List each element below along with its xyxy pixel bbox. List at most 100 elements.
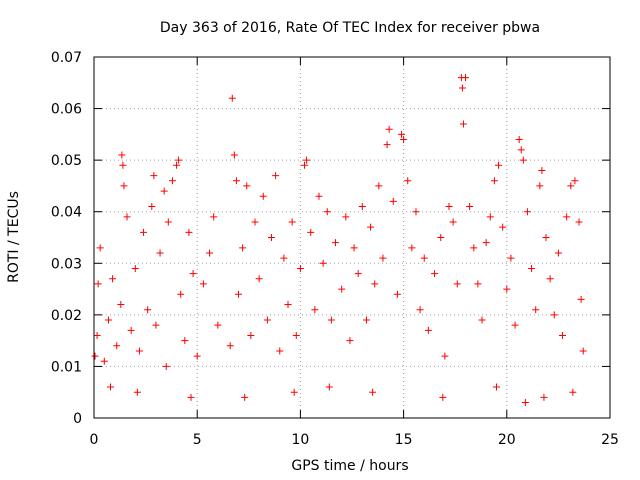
data-point: [280, 254, 288, 262]
y-tick-labels: 0 0.01 0.02 0.03 0.04 0.05 0.06 0.07: [51, 50, 82, 427]
y-tick-label: 0: [73, 411, 82, 427]
data-points: [91, 74, 587, 407]
data-point: [247, 331, 255, 339]
data-point: [398, 130, 406, 138]
data-point: [307, 228, 315, 236]
data-point: [554, 249, 562, 257]
y-tick-label: 0.04: [51, 205, 82, 221]
data-point: [276, 347, 284, 355]
y-tick-label: 0.05: [51, 153, 82, 169]
data-point: [177, 290, 185, 298]
data-point: [91, 352, 99, 360]
data-point: [187, 393, 195, 401]
data-point: [251, 218, 259, 226]
data-point: [515, 136, 523, 144]
data-point: [577, 295, 585, 303]
data-point: [127, 326, 135, 334]
data-point: [226, 342, 234, 350]
data-point: [354, 270, 362, 278]
x-tick-label: 0: [90, 432, 99, 448]
data-point: [288, 218, 296, 226]
data-point: [459, 120, 467, 128]
data-point: [338, 285, 346, 293]
data-point: [311, 306, 319, 314]
data-point: [492, 383, 500, 391]
data-point: [135, 347, 143, 355]
data-point: [439, 393, 447, 401]
data-point: [420, 254, 428, 262]
data-point: [453, 280, 461, 288]
data-point: [389, 197, 397, 205]
data-point: [462, 74, 470, 82]
data-point: [109, 275, 117, 283]
data-point: [241, 393, 249, 401]
data-point: [331, 239, 339, 247]
data-point: [519, 156, 527, 164]
data-point: [148, 203, 156, 211]
data-point: [152, 321, 160, 329]
data-point: [538, 166, 546, 174]
data-point: [120, 182, 128, 190]
data-point: [474, 280, 482, 288]
data-point: [243, 182, 251, 190]
data-point: [567, 182, 575, 190]
data-point: [569, 388, 577, 396]
data-point: [173, 161, 181, 169]
data-point: [107, 383, 115, 391]
data-point: [94, 280, 102, 288]
data-point: [517, 146, 525, 154]
data-point: [424, 326, 432, 334]
data-point: [263, 316, 271, 324]
data-point: [268, 234, 276, 241]
data-point: [445, 203, 453, 211]
data-point: [230, 151, 238, 159]
x-tick-label: 20: [498, 432, 516, 448]
data-point: [189, 270, 197, 278]
data-point: [486, 213, 494, 221]
data-point: [325, 383, 333, 391]
data-point: [379, 254, 387, 262]
data-point: [523, 208, 531, 216]
data-point: [412, 208, 420, 216]
data-point: [550, 311, 558, 319]
data-point: [559, 331, 567, 339]
data-point: [441, 352, 449, 360]
data-point: [323, 208, 331, 216]
plot-frame: [93, 56, 611, 419]
data-point: [495, 161, 503, 169]
data-point: [272, 172, 280, 180]
data-point: [131, 264, 139, 272]
data-point: [371, 280, 379, 288]
data-point: [150, 172, 158, 180]
data-point: [490, 177, 498, 185]
data-point: [521, 399, 529, 407]
data-point: [100, 357, 108, 365]
data-point: [140, 228, 148, 236]
data-point: [437, 234, 445, 241]
y-tick-label: 0.06: [51, 102, 82, 118]
data-point: [181, 337, 189, 345]
data-point: [315, 192, 323, 200]
data-point: [290, 388, 298, 396]
data-point: [375, 182, 383, 190]
data-point: [563, 213, 571, 221]
data-point: [540, 393, 548, 401]
data-point: [507, 254, 515, 262]
data-point: [234, 290, 242, 298]
data-point: [296, 264, 304, 272]
data-point: [383, 141, 391, 149]
data-point: [168, 177, 176, 185]
x-tick-label: 15: [395, 432, 413, 448]
data-point: [228, 94, 236, 102]
axis-ticks: [93, 56, 611, 419]
data-point: [162, 362, 170, 370]
data-point: [144, 306, 152, 314]
data-point: [113, 342, 121, 350]
data-point: [133, 388, 141, 396]
x-tick-labels: 0 5 10 15 20 25: [90, 432, 619, 448]
data-point: [458, 84, 466, 92]
data-point: [404, 177, 412, 185]
data-point: [528, 264, 536, 272]
data-point: [416, 306, 424, 314]
data-point: [327, 316, 335, 324]
